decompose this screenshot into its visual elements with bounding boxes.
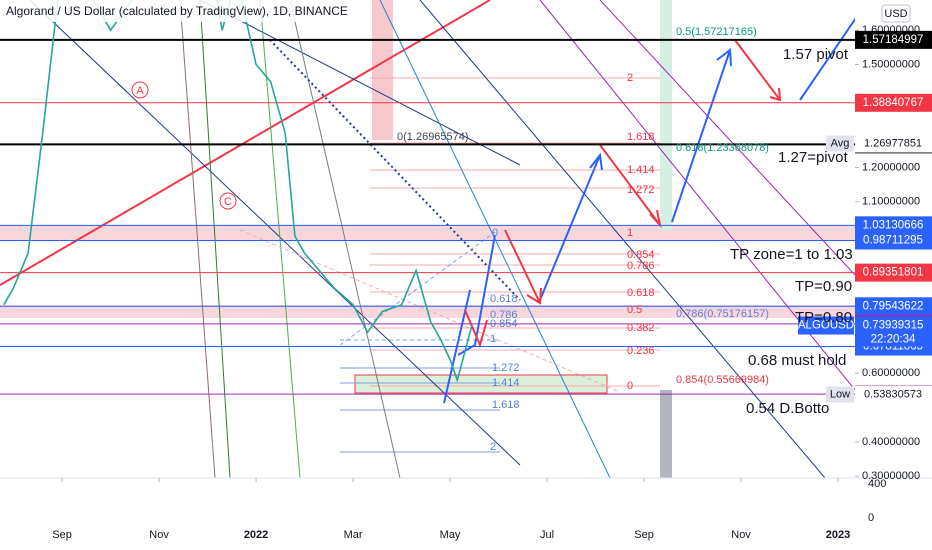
countdown: 22:20:34 <box>871 334 916 346</box>
price-tag <box>855 231 932 250</box>
note: 1.27=pivot <box>778 149 848 166</box>
wave-circle <box>219 192 237 210</box>
fib-label: 0.236 <box>627 345 655 357</box>
zone <box>354 374 608 394</box>
x-tick-label: Jul <box>540 529 554 541</box>
fib-label: 0.854 <box>627 249 655 261</box>
y-tick-label: 1.10000000 <box>862 196 920 208</box>
trendlines <box>0 0 855 478</box>
projection-arrows-red <box>464 39 782 349</box>
zone <box>660 0 672 230</box>
fib-label: 1.272 <box>627 184 655 196</box>
price-tag <box>855 216 932 235</box>
fib-label: 0.5(1.57217165) <box>676 26 757 38</box>
fib-label: 1.272 <box>492 362 520 374</box>
zone <box>372 0 393 140</box>
last-name: ALGOUSD <box>798 320 854 332</box>
y-tick-label: 1.50000000 <box>862 58 920 70</box>
y-tick-label: 0.30000000 <box>862 470 920 482</box>
price-tag <box>855 297 932 316</box>
note: 0.54 D.Botto <box>746 400 829 417</box>
wave-circle <box>131 81 149 99</box>
fib-label: 0.854 <box>490 318 518 330</box>
volume-tick-label: 400 <box>868 478 886 490</box>
fib-label: 1.618 <box>627 131 655 143</box>
unit-box <box>881 4 911 23</box>
fib-label: 0.618(1.23368078) <box>676 142 769 154</box>
x-tick-label: Nov <box>149 529 169 541</box>
x-tick-label: Mar <box>344 529 363 541</box>
price-tag-label: 0.79543622 <box>863 300 924 312</box>
unit: USD <box>884 8 907 20</box>
note: 1.57 pivot <box>783 46 849 63</box>
fib-levels <box>370 77 660 387</box>
fib-label: 1 <box>627 227 633 239</box>
fib-label: 0.786 <box>490 309 518 321</box>
fib-label: 1.414 <box>492 377 520 389</box>
fib-label: 0 <box>627 380 633 392</box>
header-bg <box>0 0 370 22</box>
avg-tag-box <box>855 134 932 153</box>
x-tick-label: 2022 <box>244 529 268 541</box>
price-tag <box>855 93 932 112</box>
price-tag <box>855 263 932 282</box>
fib-label: 0(1.26965574) <box>397 131 469 143</box>
fib-label: 2 <box>627 72 633 84</box>
y-tick-label: 0.60000000 <box>862 367 920 379</box>
last-name-box <box>798 316 854 335</box>
y-tick-label: 1.20000000 <box>862 161 920 173</box>
avg-tag-name-box <box>826 135 854 152</box>
x-tick-label: May <box>440 529 461 541</box>
low-tag-name-box <box>826 386 854 403</box>
note: TP=0.90 <box>795 278 852 295</box>
fib-label: 0.786 <box>627 260 655 272</box>
drawings <box>0 0 855 478</box>
price-tag-label: 0.98711295 <box>863 235 923 247</box>
low-tag-name: Low <box>830 388 850 400</box>
fib-label: 0.618 <box>490 293 518 305</box>
fib-label: 1 <box>490 333 496 345</box>
price-line <box>3 0 473 383</box>
fib-label: 0.786(0.75176157) <box>676 308 769 320</box>
price-tag-label: 0.89351801 <box>863 267 924 279</box>
fib-label: 0 <box>492 227 498 239</box>
price-tag-label: 1.38840767 <box>863 97 924 109</box>
fib-label: 0.382 <box>627 322 655 334</box>
price-tag-label: 1.57184997 <box>863 34 924 46</box>
low-tag-box <box>855 385 932 404</box>
fib-label: 2 <box>490 441 496 453</box>
x-tick-label: Sep <box>52 529 72 541</box>
chart-title: Algorand / US Dollar (calculated by Trad… <box>6 4 348 18</box>
volume-tick-label: 0 <box>868 512 874 524</box>
fib-levels-blue <box>340 339 500 453</box>
price-tag-label: 1.03130666 <box>863 219 924 231</box>
note: 0.68 must hold <box>748 352 846 369</box>
note: TP zone=1 to 1.03 <box>730 246 853 263</box>
zone <box>660 390 672 478</box>
fib-label: 1.618 <box>492 399 520 411</box>
wave-label: A <box>136 85 144 97</box>
avg-tag-value: 1.26977851 <box>864 137 922 149</box>
x-tick-label: 2023 <box>826 529 850 541</box>
fib-label: 1.414 <box>627 164 655 176</box>
wave-label: C <box>224 196 232 208</box>
fib-label: 0.854(0.55669984) <box>676 374 769 386</box>
price-tag <box>855 30 932 49</box>
y-tick-label: 0.40000000 <box>862 436 920 448</box>
fib-label: 0.618 <box>627 287 655 299</box>
x-tick-label: Sep <box>634 529 654 541</box>
note: TP=0.80 <box>795 309 852 326</box>
last-value: 0.73939315 <box>863 320 924 332</box>
low-tag-value: 0.53830573 <box>864 388 922 400</box>
fib-label: 0.5 <box>627 304 642 316</box>
x-tick-label: Nov <box>731 529 751 541</box>
last-tag <box>855 316 932 347</box>
avg-tag-name: Avg <box>831 137 850 149</box>
tp-zone <box>0 225 855 240</box>
